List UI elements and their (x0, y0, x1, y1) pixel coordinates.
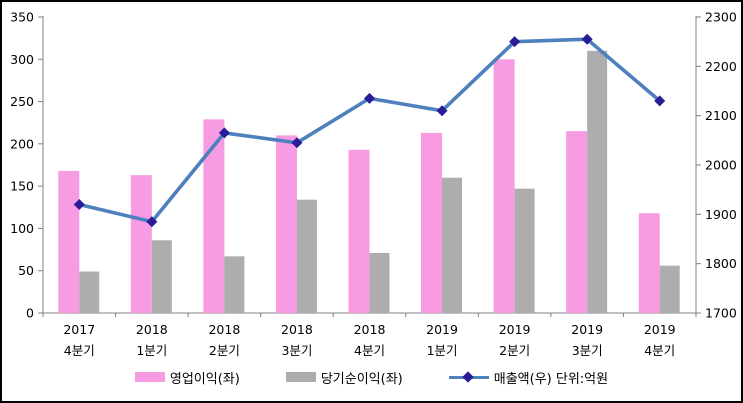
x-category-year-label: 2019 (426, 322, 458, 337)
revenue-marker (218, 127, 230, 139)
x-category-quarter-label: 1분기 (427, 343, 458, 358)
left-tick-label: 150 (10, 179, 34, 194)
legend: 영업이익(좌) 당기순이익(좌) 매출액(우) 단위:억원 (2, 359, 741, 395)
operating-profit-bar (348, 149, 370, 313)
right-tick-label: 2000 (705, 158, 737, 173)
legend-item-net-profit: 당기순이익(좌) (285, 368, 403, 387)
x-category-quarter-label: 1분기 (136, 343, 167, 358)
legend-label-revenue: 매출액(우) 단위:억원 (493, 371, 609, 387)
operating-profit-bar (493, 59, 515, 314)
revenue-marker (509, 36, 521, 48)
left-tick-label: 50 (18, 263, 34, 278)
revenue-line-swatch-icon (448, 370, 489, 383)
x-category-year-label: 2017 (63, 322, 95, 337)
right-tick-label: 1700 (705, 306, 737, 321)
operating-profit-swatch-icon (134, 372, 165, 382)
left-tick-label: 0 (26, 306, 34, 321)
right-tick-label: 2300 (705, 10, 737, 25)
operating-profit-bar (421, 132, 443, 313)
x-category-quarter-label: 2분기 (499, 343, 530, 358)
left-tick-label: 250 (10, 94, 34, 109)
net-profit-bar (514, 188, 535, 313)
net-profit-bar (587, 50, 608, 313)
net-profit-bar (151, 240, 172, 313)
revenue-marker (291, 137, 303, 149)
net-profit-bar (369, 252, 390, 313)
right-tick-label: 1900 (705, 207, 737, 222)
left-tick-label: 100 (10, 221, 34, 236)
x-category-year-label: 2019 (571, 322, 603, 337)
legend-item-revenue: 매출액(우) 단위:억원 (448, 368, 609, 387)
operating-profit-bar (638, 213, 660, 313)
left-tick-label: 350 (10, 10, 34, 25)
x-category-quarter-label: 4분기 (354, 343, 385, 358)
revenue-marker (146, 216, 158, 228)
legend-item-operating-profit: 영업이익(좌) (134, 368, 240, 387)
operating-profit-bar (275, 135, 297, 313)
revenue-marker (654, 95, 666, 107)
left-tick-label: 300 (10, 52, 34, 67)
operating-profit-bar (566, 131, 588, 313)
operating-profit-bar (203, 119, 225, 314)
net-profit-bar (659, 265, 680, 313)
legend-label-net-profit: 당기순이익(좌) (320, 371, 403, 387)
right-tick-label: 2100 (705, 108, 737, 123)
x-category-quarter-label: 2분기 (209, 343, 240, 358)
operating-profit-bar (58, 170, 80, 313)
x-category-year-label: 2018 (136, 322, 168, 337)
right-tick-label: 2200 (705, 59, 737, 74)
revenue-marker (364, 92, 375, 104)
revenue-diamond-icon (462, 370, 474, 383)
plot-svg: 0 50 100 150 200 250 300 350 1700 1800 1900 2000 210… (10, 10, 737, 359)
x-category-quarter-label: 3분기 (281, 343, 312, 358)
x-category-quarter-label: 4분기 (644, 343, 675, 358)
x-category-year-label: 2018 (208, 322, 240, 337)
x-category-year-label: 2019 (499, 322, 531, 337)
net-profit-bar (442, 177, 463, 313)
net-profit-bar (296, 199, 317, 313)
x-category-year-label: 2018 (281, 322, 313, 337)
net-profit-bar (79, 271, 100, 313)
revenue-marker (581, 33, 593, 45)
revenue-marker (73, 198, 85, 210)
legend-label-operating-profit: 영업이익(좌) (169, 371, 240, 387)
net-profit-bar (224, 256, 245, 313)
left-tick-label: 200 (10, 136, 34, 151)
x-category-year-label: 2019 (644, 322, 676, 337)
revenue-marker (436, 105, 448, 117)
x-category-quarter-label: 4분기 (64, 343, 95, 358)
operating-profit-bar (130, 175, 152, 313)
net-profit-swatch-icon (285, 372, 316, 382)
x-category-quarter-label: 3분기 (572, 343, 603, 358)
x-category-year-label: 2018 (354, 322, 386, 337)
right-tick-label: 1800 (705, 256, 737, 271)
